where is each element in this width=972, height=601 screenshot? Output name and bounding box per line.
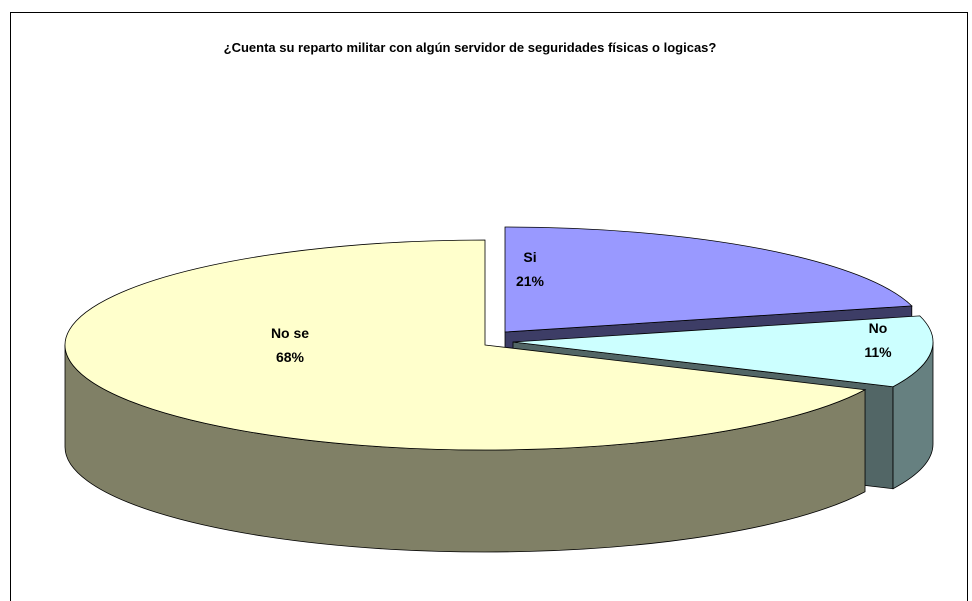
chart-title: ¿Cuenta su reparto militar con algún ser… — [224, 40, 717, 55]
slice-value-label: 68% — [276, 349, 305, 365]
slice-category-label: No se — [271, 325, 309, 341]
pie-slice — [512, 315, 934, 388]
slice-category-label: No — [869, 320, 888, 336]
slice-category-label: Si — [523, 249, 536, 265]
slice-value-label: 11% — [864, 344, 892, 360]
pie-slice — [64, 239, 867, 451]
slice-value-label: 21% — [516, 273, 545, 289]
pie-slice — [504, 226, 913, 333]
